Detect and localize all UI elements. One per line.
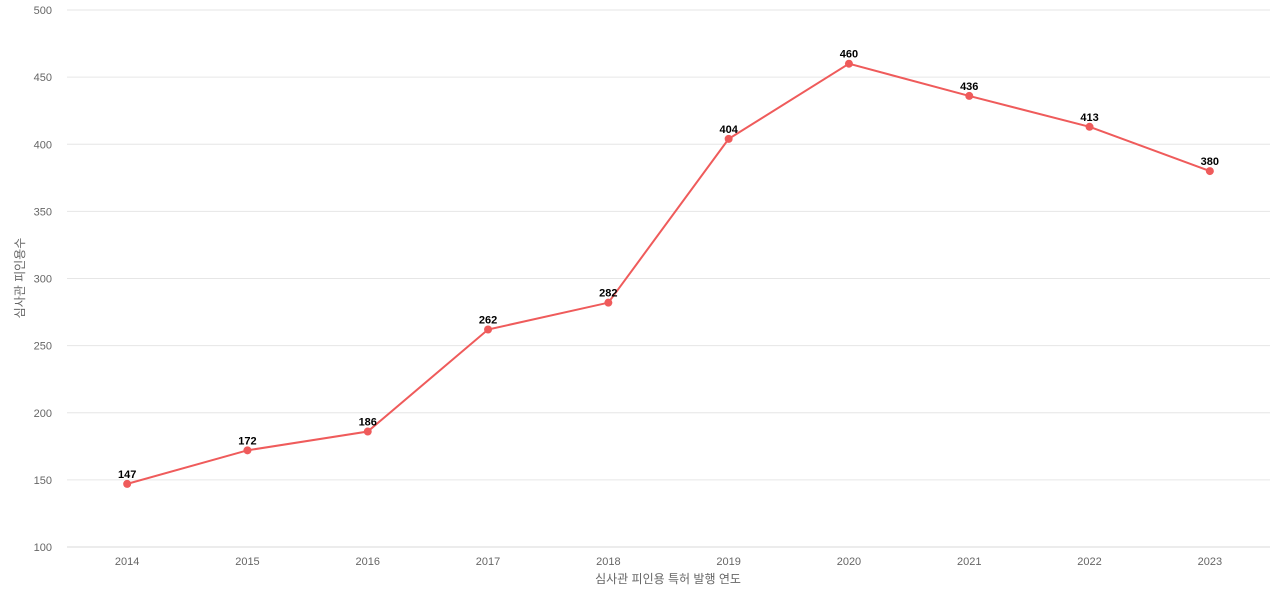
- y-tick-label: 300: [34, 274, 52, 286]
- data-point: [1205, 167, 1214, 176]
- data-label: 282: [599, 288, 617, 300]
- y-tick-label: 150: [34, 475, 52, 487]
- x-axis-ticks: 2014 2015 2016 2017 2018 2019 2020 2021 2022 2023: [115, 556, 1222, 568]
- x-tick-label: 2018: [596, 556, 620, 568]
- data-point: [604, 298, 613, 307]
- data-labels: 147 172 186 262 282 404 460 436 413 380: [118, 49, 1219, 481]
- data-point: [123, 479, 132, 488]
- data-point: [363, 427, 372, 436]
- grid: [67, 9, 1270, 548]
- x-tick-label: 2016: [356, 556, 380, 568]
- data-label: 147: [118, 469, 136, 481]
- y-tick-label: 450: [34, 72, 52, 84]
- x-tick-label: 2020: [837, 556, 861, 568]
- y-tick-label: 250: [34, 341, 52, 353]
- data-point: [844, 59, 853, 68]
- y-axis-title: 심사관 피인용수: [13, 238, 27, 319]
- data-label: 172: [238, 435, 256, 447]
- y-tick-label: 100: [34, 542, 52, 554]
- x-tick-label: 2014: [115, 556, 139, 568]
- y-tick-label: 400: [34, 139, 52, 151]
- data-point: [724, 134, 733, 143]
- data-label: 404: [719, 124, 738, 136]
- data-label: 186: [359, 417, 377, 429]
- data-point: [484, 325, 493, 334]
- series-line: [126, 62, 1211, 485]
- x-axis-title: 심사관 피인용 특허 발행 연도: [595, 571, 741, 586]
- y-axis-ticks: 100 150 200 250 300 350 400 450 500: [34, 5, 52, 554]
- series: [123, 59, 1214, 488]
- data-label: 460: [840, 49, 858, 61]
- data-point: [1085, 122, 1094, 131]
- data-point: [965, 91, 974, 100]
- y-tick-label: 350: [34, 206, 52, 218]
- data-label: 262: [479, 315, 497, 327]
- x-tick-label: 2019: [716, 556, 740, 568]
- data-label: 436: [960, 81, 978, 93]
- data-point: [243, 446, 252, 455]
- x-tick-label: 2023: [1198, 556, 1222, 568]
- x-tick-label: 2015: [235, 556, 259, 568]
- x-tick-label: 2017: [476, 556, 500, 568]
- data-label: 413: [1080, 112, 1098, 124]
- data-label: 380: [1201, 156, 1219, 168]
- x-tick-label: 2022: [1077, 556, 1101, 568]
- y-tick-label: 200: [34, 408, 52, 420]
- x-tick-label: 2021: [957, 556, 981, 568]
- y-tick-label: 500: [34, 5, 52, 17]
